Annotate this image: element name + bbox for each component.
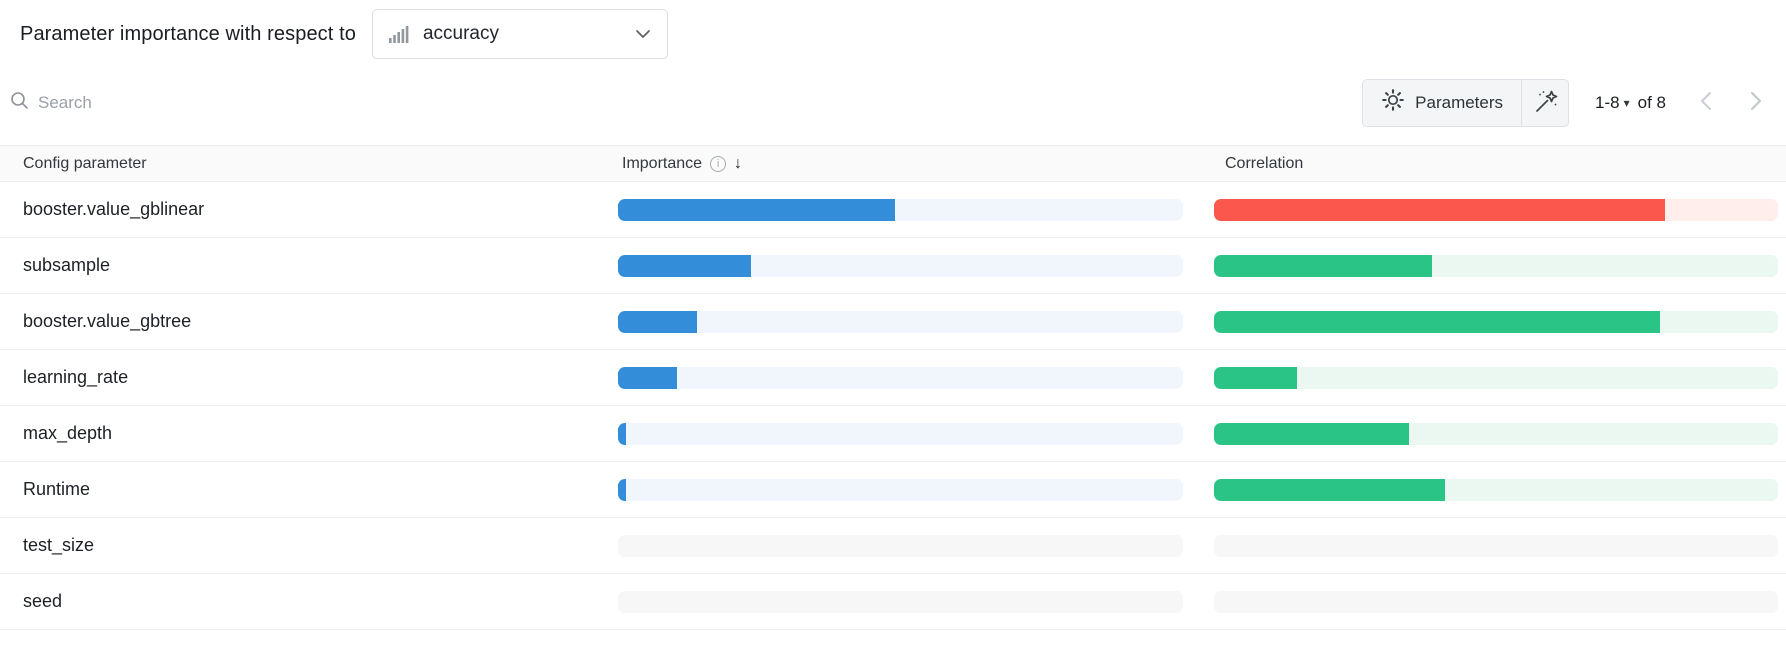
page-range-label: 1-8	[1595, 92, 1620, 112]
correlation-cell	[1214, 422, 1778, 445]
metric-select-value: accuracy	[422, 23, 499, 44]
next-page-button[interactable]	[1742, 89, 1770, 117]
importance-cell	[618, 478, 1183, 501]
correlation-bar	[1214, 534, 1778, 557]
page-total-label: of 8	[1637, 92, 1666, 112]
chevron-left-icon	[1699, 90, 1713, 115]
parameters-button-label: Parameters	[1415, 92, 1504, 112]
correlation-bar	[1214, 310, 1778, 333]
correlation-bar-fill	[1214, 254, 1433, 277]
parameter-name: learning_rate	[23, 367, 129, 387]
importance-header-label: Importance	[622, 154, 703, 172]
search-input[interactable]	[38, 92, 338, 113]
table-toolbar: Parameters 1-8	[0, 60, 1786, 145]
importance-bar-fill	[618, 310, 698, 333]
correlation-cell	[1214, 534, 1778, 557]
parameter-name: seed	[23, 591, 63, 611]
parameter-name: booster.value_gbtree	[23, 311, 192, 331]
importance-cell	[618, 310, 1183, 333]
metric-select-dropdown[interactable]: accuracy	[371, 9, 668, 59]
column-settings-button-group: Parameters	[1362, 78, 1570, 127]
correlation-bar-fill	[1214, 310, 1660, 333]
pagination: 1-8 ▾ of 8	[1595, 93, 1666, 113]
correlation-bar-fill	[1214, 422, 1409, 445]
correlation-bar-fill	[1214, 366, 1297, 389]
parameter-name: max_depth	[23, 423, 113, 443]
correlation-bar	[1214, 198, 1778, 221]
parameter-name: booster.value_gblinear	[23, 199, 205, 219]
parameter-name: Runtime	[23, 479, 91, 499]
correlation-bar-fill	[1214, 478, 1446, 501]
prev-page-button[interactable]	[1692, 89, 1720, 117]
correlation-cell	[1214, 478, 1778, 501]
importance-bar	[618, 590, 1183, 613]
table-row: seed	[0, 574, 1786, 630]
column-header-correlation[interactable]: Correlation	[1225, 154, 1304, 172]
importance-bar	[618, 310, 1183, 333]
table-row: test_size	[0, 518, 1786, 574]
panel-title: Parameter importance with respect to	[20, 22, 356, 45]
bar-chart-icon	[388, 25, 411, 43]
parameters-button[interactable]: Parameters	[1363, 79, 1523, 126]
importance-bar	[618, 198, 1183, 221]
importance-bar	[618, 422, 1183, 445]
importance-bar-fill	[618, 422, 626, 445]
column-header-importance[interactable]: Importance i ↓	[618, 155, 1183, 173]
table-row: subsample	[0, 238, 1786, 294]
correlation-bar-fill	[1214, 198, 1666, 221]
panel-title-row: Parameter importance with respect to acc…	[0, 0, 1786, 60]
page-range-dropdown[interactable]: 1-8 ▾	[1595, 93, 1630, 113]
correlation-cell	[1214, 254, 1778, 277]
chevron-right-icon	[1749, 90, 1763, 115]
gear-icon	[1381, 88, 1405, 117]
importance-cell	[618, 590, 1183, 613]
table-row: learning_rate	[0, 350, 1786, 406]
importance-cell	[618, 422, 1183, 445]
importance-cell	[618, 534, 1183, 557]
importance-bar-fill	[618, 254, 751, 277]
search-box[interactable]	[10, 91, 338, 115]
importance-cell	[618, 254, 1183, 277]
correlation-cell	[1214, 366, 1778, 389]
importance-cell	[618, 198, 1183, 221]
correlation-cell	[1214, 590, 1778, 613]
magic-wand-icon	[1531, 87, 1559, 118]
toolbar-right-controls: Parameters 1-8	[1362, 78, 1770, 127]
table-row: max_depth	[0, 406, 1786, 462]
correlation-cell	[1214, 198, 1778, 221]
parameter-name: subsample	[23, 255, 111, 275]
correlation-bar	[1214, 422, 1778, 445]
column-header-config-parameter[interactable]: Config parameter	[23, 154, 147, 172]
table-row: Runtime	[0, 462, 1786, 518]
importance-bar	[618, 366, 1183, 389]
table-body: booster.value_gblinear subsample	[0, 182, 1786, 630]
correlation-bar	[1214, 254, 1778, 277]
correlation-cell	[1214, 310, 1778, 333]
caret-down-icon: ▾	[1623, 95, 1630, 110]
magic-wand-button[interactable]	[1522, 79, 1569, 126]
table-header-row: Config parameter Importance i ↓ Correlat…	[0, 145, 1786, 182]
importance-cell	[618, 366, 1183, 389]
correlation-bar	[1214, 366, 1778, 389]
chevron-down-icon	[635, 29, 651, 39]
importance-bar-fill	[618, 198, 895, 221]
correlation-bar	[1214, 478, 1778, 501]
search-icon	[10, 91, 29, 115]
table-row: booster.value_gbtree	[0, 294, 1786, 350]
importance-bar	[618, 534, 1183, 557]
importance-bar-fill	[618, 478, 626, 501]
importance-bar-fill	[618, 366, 678, 389]
correlation-bar	[1214, 590, 1778, 613]
sort-descending-icon[interactable]: ↓	[734, 154, 743, 172]
importance-bar	[618, 478, 1183, 501]
importance-bar	[618, 254, 1183, 277]
table-row: booster.value_gblinear	[0, 182, 1786, 238]
info-icon[interactable]: i	[710, 155, 727, 172]
parameter-name: test_size	[23, 535, 95, 555]
